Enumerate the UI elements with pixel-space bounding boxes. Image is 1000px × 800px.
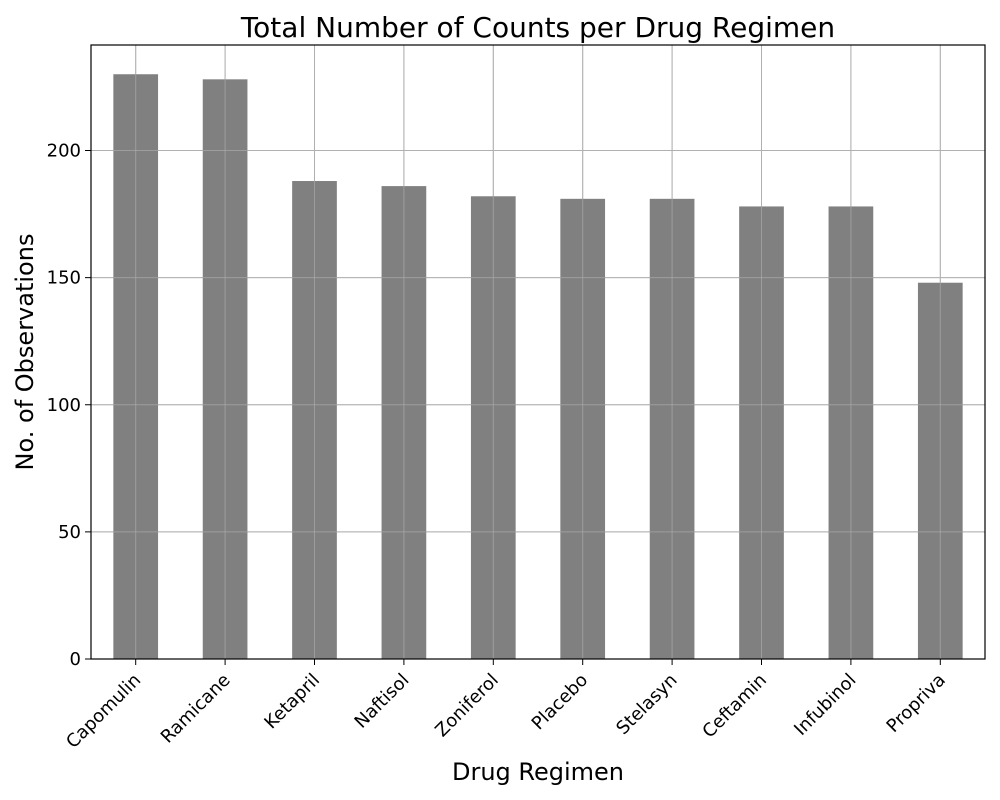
x-axis-label: Drug Regimen xyxy=(452,758,624,786)
y-axis-ticks: 0 50 100 150 200 xyxy=(47,141,91,670)
y-tick-label: 200 xyxy=(47,141,81,162)
bars xyxy=(91,45,985,660)
y-tick-label: 150 xyxy=(47,268,81,289)
y-tick-label: 50 xyxy=(58,522,81,543)
plot-frame xyxy=(90,44,986,660)
chart-title: Total Number of Counts per Drug Regimen xyxy=(240,11,835,44)
y-tick-label: 100 xyxy=(47,395,81,416)
y-axis-label: No. of Observations xyxy=(11,234,39,471)
y-tick-label: 0 xyxy=(70,649,81,670)
